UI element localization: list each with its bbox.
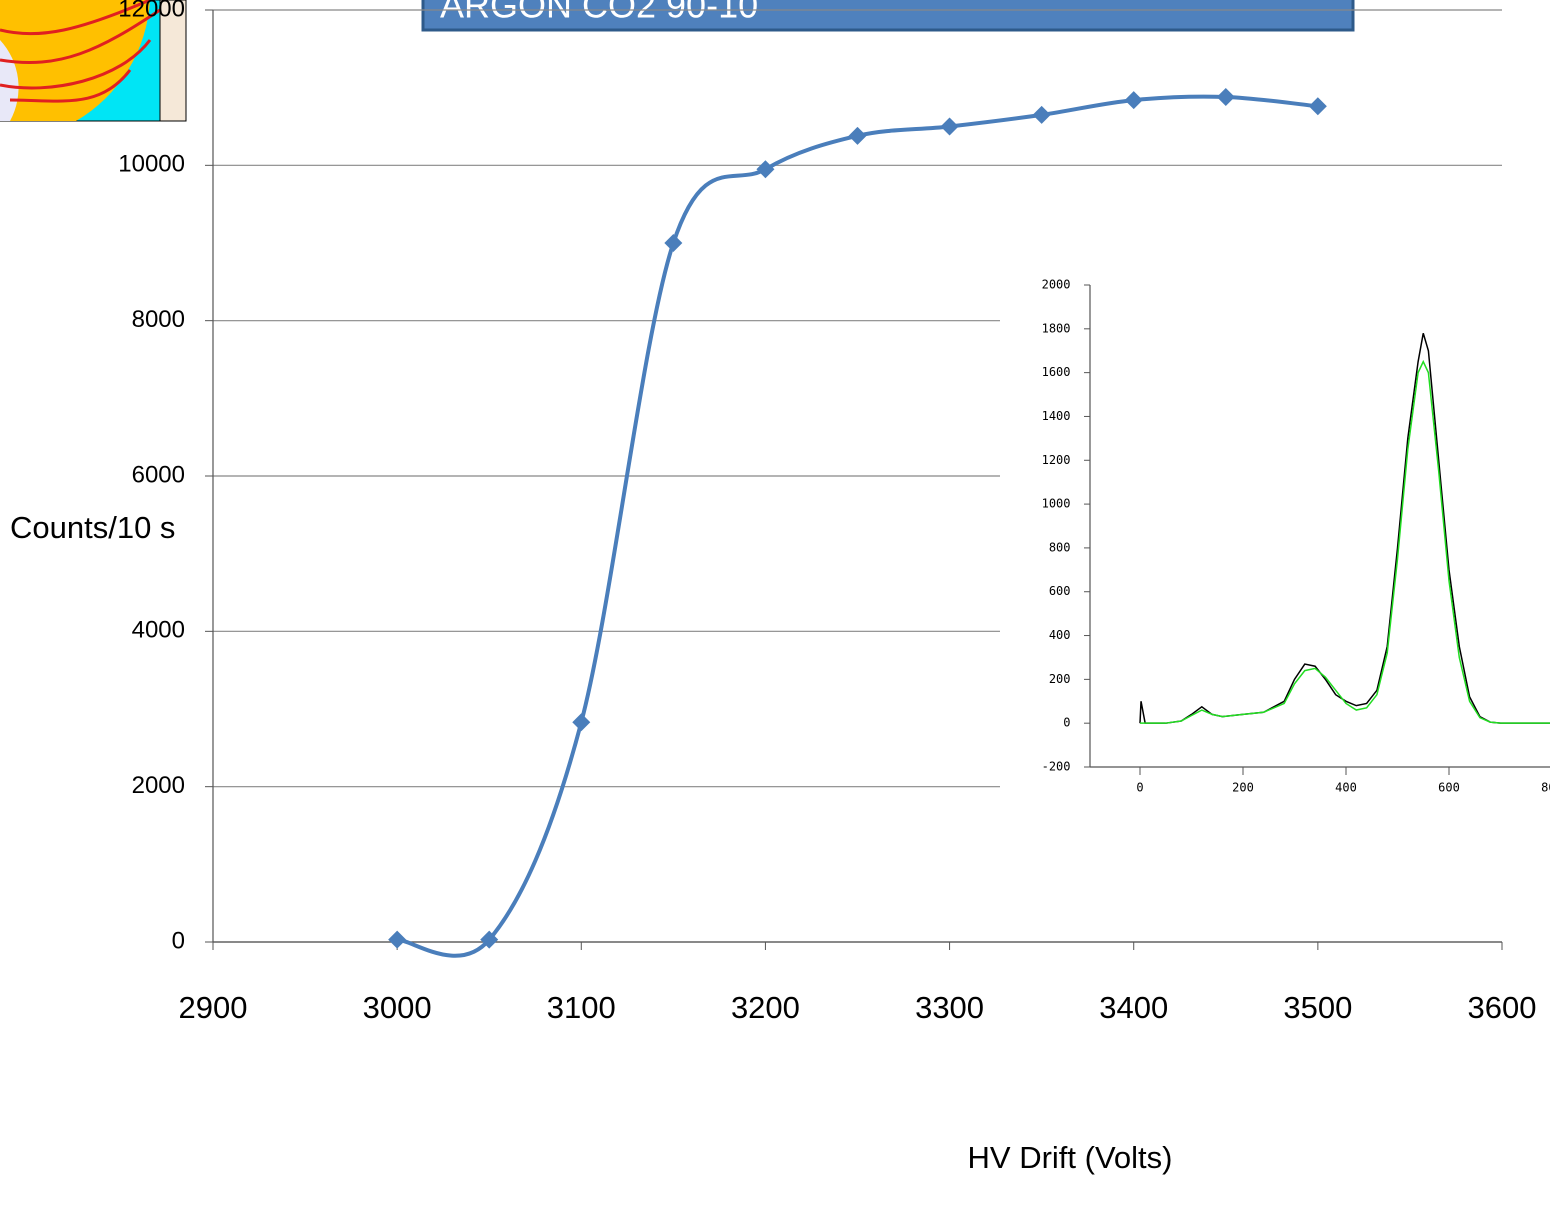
y-tick-label: 1200 bbox=[1042, 453, 1071, 467]
y-tick-label: 4000 bbox=[132, 617, 185, 644]
x-tick-label: 3400 bbox=[1099, 990, 1168, 1025]
data-point bbox=[1308, 97, 1327, 116]
x-tick-label: 3000 bbox=[363, 990, 432, 1025]
y-tick-label: 600 bbox=[1049, 584, 1071, 598]
x-tick-label: 800 bbox=[1541, 781, 1550, 795]
y-tick-label: 6000 bbox=[132, 461, 185, 488]
y-tick-label: 2000 bbox=[1042, 278, 1071, 292]
y-tick-label: 2000 bbox=[132, 772, 185, 799]
chart-title: ARGON CO2 90-10 bbox=[440, 0, 758, 26]
y-tick-label: 1600 bbox=[1042, 365, 1071, 379]
y-tick-label: 800 bbox=[1049, 540, 1071, 554]
data-point bbox=[1216, 87, 1235, 106]
x-tick-label: 3500 bbox=[1283, 990, 1352, 1025]
data-point bbox=[756, 160, 775, 179]
x-tick-label: 200 bbox=[1232, 781, 1254, 795]
inset-plot: -200 0 200 400 600 800 1000 1200 1400 1600 1800 200… bbox=[1000, 270, 1550, 800]
x-tick-label: 600 bbox=[1438, 781, 1460, 795]
x-tick-label: 3600 bbox=[1468, 990, 1537, 1025]
x-tick-label: 0 bbox=[1136, 781, 1143, 795]
x-tick-label: 3300 bbox=[915, 990, 984, 1025]
x-axis-label: HV Drift (Volts) bbox=[968, 1140, 1173, 1175]
y-tick-label: 400 bbox=[1049, 628, 1071, 642]
data-point bbox=[848, 126, 867, 145]
data-point bbox=[664, 234, 683, 252]
y-tick-label: 200 bbox=[1049, 672, 1071, 686]
y-tick-label: 0 bbox=[172, 927, 185, 954]
x-tick-label: 400 bbox=[1335, 781, 1357, 795]
data-point bbox=[388, 930, 407, 949]
x-tick-label: 3200 bbox=[731, 990, 800, 1025]
x-tick-label: 3100 bbox=[547, 990, 616, 1025]
y-tick-label: 1400 bbox=[1042, 409, 1071, 423]
y-axis-label: Counts/10 s bbox=[10, 510, 175, 545]
y-tick-label: 0 bbox=[1063, 716, 1070, 730]
y-tick-label: 12000 bbox=[118, 0, 185, 22]
y-tick-label: 8000 bbox=[132, 306, 185, 333]
inset-background bbox=[1000, 270, 1550, 800]
y-tick-label: 10000 bbox=[118, 151, 185, 178]
y-tick-label: -200 bbox=[1042, 760, 1071, 774]
data-point bbox=[1124, 91, 1143, 110]
y-tick-label: 1000 bbox=[1042, 497, 1071, 511]
x-tick-label: 2900 bbox=[179, 990, 248, 1025]
data-line bbox=[1139, 332, 1550, 724]
y-tick-label: 1800 bbox=[1042, 321, 1071, 335]
data-point bbox=[572, 713, 591, 732]
data-line bbox=[1140, 359, 1550, 724]
data-point bbox=[1032, 105, 1051, 124]
corner-illustration bbox=[0, 0, 187, 122]
data-point bbox=[940, 117, 959, 136]
data-point bbox=[480, 930, 499, 949]
